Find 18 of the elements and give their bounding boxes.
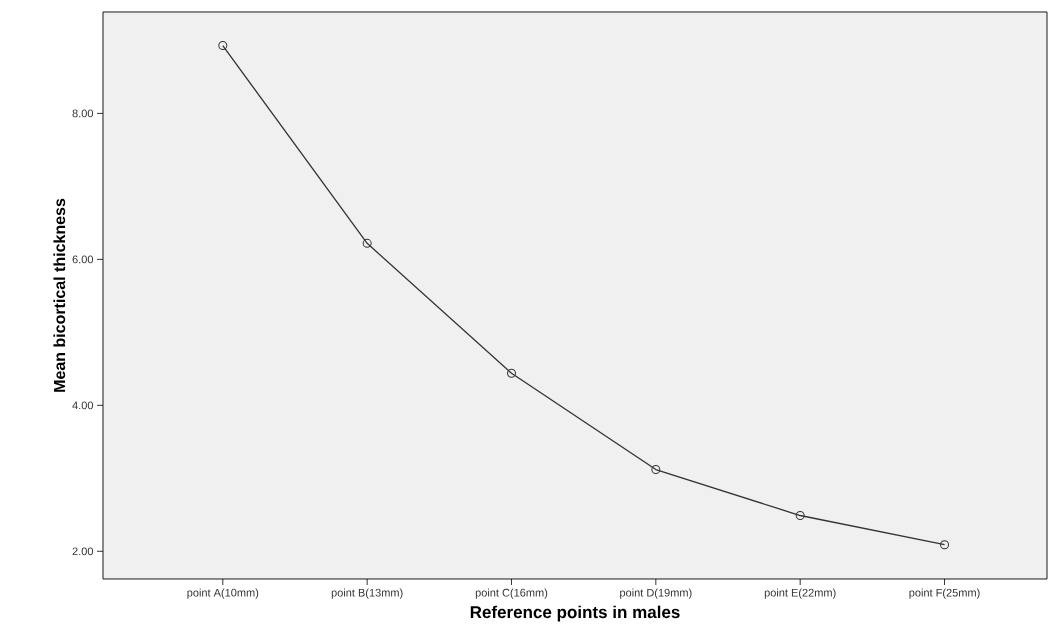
point [507,368,516,378]
y-tick-label: 4.00 [72,401,94,410]
point [218,41,228,51]
x-tick-label: point C(16mm) [475,588,548,599]
x-tick-label: point B(13mm) [331,588,403,599]
y-tick-label: 2.00 [72,547,94,556]
x-tick-label: point E(22mm) [764,588,836,599]
x-tick-label: point F(25mm) [909,588,980,599]
y-tick-label: 8.00 [72,109,94,118]
x-axis-title: Reference points in males [470,605,680,622]
point [795,511,805,521]
point [651,465,661,475]
y-tick-label: 6.00 [72,255,94,264]
x-tick-label: point A(10mm) [187,588,259,599]
y-axis-title: Mean bicortical thickness [53,198,66,392]
point [362,238,372,248]
point [940,540,950,550]
x-tick-label: point D(19mm) [620,588,692,599]
